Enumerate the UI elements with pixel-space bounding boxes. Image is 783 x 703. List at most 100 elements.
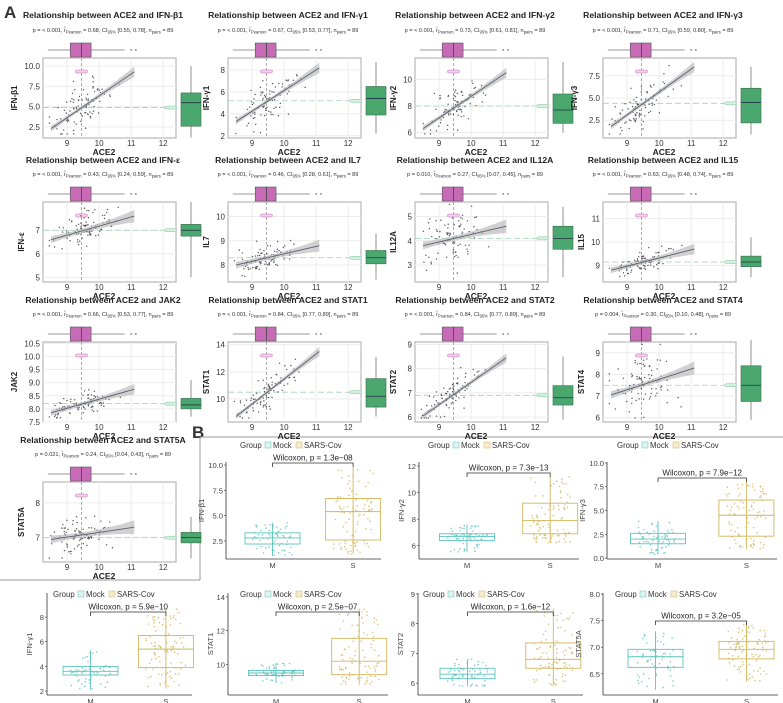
- jitter-point: [536, 609, 538, 612]
- jitter-point: [369, 667, 371, 669]
- plot-frame: [227, 201, 362, 283]
- data-point: [64, 533, 66, 535]
- data-point: [630, 120, 632, 122]
- jitter-point: [71, 671, 74, 674]
- jitter-point: [533, 657, 536, 659]
- data-point: [461, 218, 464, 220]
- jitter-point: [656, 655, 658, 657]
- data-point: [436, 230, 438, 233]
- jitter-point: [447, 671, 450, 673]
- data-point: [663, 73, 665, 75]
- confidence-band: [423, 67, 507, 132]
- jitter-point: [78, 669, 80, 672]
- jitter-point: [89, 652, 91, 654]
- jitter-point: [359, 551, 361, 554]
- data-point: [454, 251, 456, 253]
- jitter-point: [538, 646, 541, 649]
- x-tick-label: 9: [65, 139, 70, 148]
- jitter-point: [653, 535, 655, 538]
- data-point: [257, 251, 260, 254]
- data-point: [91, 112, 93, 115]
- data-point: [64, 527, 67, 529]
- jitter-point: [566, 493, 569, 496]
- y-tick-label: 10.0: [589, 459, 604, 468]
- jitter-point: [736, 668, 739, 671]
- jitter-point: [87, 660, 89, 663]
- data-point: [277, 391, 279, 393]
- jitter-point: [637, 679, 639, 682]
- jitter-point: [470, 658, 473, 661]
- jitter-point: [559, 490, 562, 492]
- data-point: [438, 236, 441, 238]
- data-point: [100, 402, 103, 404]
- data-point: [84, 112, 86, 114]
- data-point: [661, 245, 663, 247]
- y-axis-label: STAT2: [389, 369, 398, 394]
- stats-part: 89: [727, 172, 733, 178]
- stats-part: p =: [405, 28, 415, 34]
- stats-part: [0.48, 0.74]: [677, 172, 705, 178]
- jitter-point: [566, 666, 568, 669]
- jitter-point: [765, 672, 768, 675]
- data-point: [464, 376, 467, 378]
- data-point: [71, 523, 74, 525]
- jitter-point: [545, 652, 548, 655]
- jitter-point: [161, 673, 163, 676]
- data-point: [68, 219, 71, 221]
- jitter-point: [551, 535, 553, 537]
- jitter-point: [266, 674, 269, 676]
- data-point: [644, 104, 646, 106]
- data-point: [276, 264, 279, 267]
- jitter-point: [641, 656, 643, 658]
- data-point: [435, 130, 438, 132]
- jitter-point: [458, 663, 460, 666]
- jitter-point: [473, 537, 476, 539]
- data-point: [75, 123, 77, 125]
- y-tick-label: 4: [221, 110, 226, 119]
- wilcoxon-label: Wilcoxon, p = 1.6e−12: [471, 603, 551, 612]
- jitter-point: [350, 553, 352, 555]
- data-point: [250, 397, 253, 399]
- stats-part: , n: [330, 312, 336, 318]
- stats-part: , r̂: [61, 27, 66, 34]
- y-axis-label: IFN-γ1: [202, 85, 211, 110]
- jitter-point: [650, 548, 653, 551]
- jitter-point: [354, 650, 357, 652]
- y-tick-label: 5.0: [212, 512, 223, 521]
- jitter-point: [338, 543, 341, 545]
- data-point: [454, 96, 457, 98]
- data-point: [288, 90, 290, 93]
- jitter-point: [552, 507, 555, 510]
- data-point: [263, 250, 265, 252]
- jitter-point: [166, 672, 169, 674]
- data-point: [668, 247, 670, 250]
- jitter-point: [184, 664, 187, 667]
- jitter-point: [765, 650, 767, 652]
- wilcoxon-label: Wilcoxon, p = 2.5e−07: [278, 603, 358, 612]
- data-point: [634, 359, 636, 362]
- y-tick-label: 9: [596, 349, 601, 358]
- jitter-point: [293, 674, 296, 677]
- data-point: [266, 97, 268, 100]
- stats-part: =: [642, 172, 648, 178]
- data-point: [445, 109, 448, 111]
- jitter-point: [652, 540, 654, 542]
- data-point: [456, 92, 458, 95]
- data-point: [86, 224, 88, 226]
- stats-part: < 0.001: [227, 312, 246, 318]
- jitter-point: [262, 680, 264, 682]
- jitter-point: [352, 507, 354, 510]
- jitter-point: [341, 676, 343, 679]
- jitter-point: [725, 493, 728, 495]
- data-point: [420, 417, 423, 419]
- data-point: [608, 380, 611, 382]
- jitter-point: [753, 501, 755, 504]
- jitter-point: [533, 537, 535, 539]
- jitter-point: [739, 544, 741, 547]
- stats-part: , r̂: [619, 311, 624, 318]
- data-point: [63, 527, 65, 529]
- jitter-point: [667, 539, 670, 541]
- data-point: [270, 260, 272, 262]
- data-point: [82, 412, 85, 414]
- jitter-point: [352, 640, 354, 643]
